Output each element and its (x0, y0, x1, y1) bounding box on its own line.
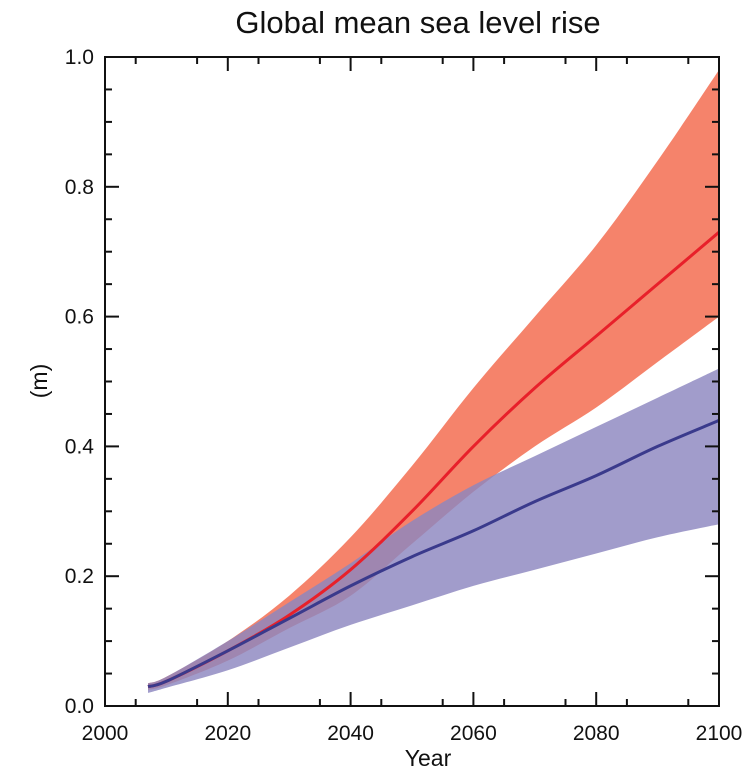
x-axis-label: Year (405, 745, 452, 771)
uncertainty-band-2 (148, 368, 719, 693)
x-tick-label: 2000 (82, 722, 129, 745)
y-tick-label: 0.8 (65, 176, 94, 199)
y-tick-label: 0.0 (65, 695, 94, 718)
y-tick-label: 0.2 (65, 565, 94, 588)
uncertainty-bands (148, 70, 719, 693)
y-axis-label: (m) (26, 364, 52, 398)
central-line-2 (147, 419, 720, 688)
y-tick-labels: 0.0 0.2 0.4 0.6 0.8 1.0 (65, 46, 95, 718)
y-tick-label: 0.6 (65, 306, 94, 329)
x-tick-label: 2080 (573, 722, 620, 745)
x-tick-labels: 2000 2020 2040 2060 2080 2100 (82, 722, 743, 745)
chart-title: Global mean sea level rise (235, 5, 600, 40)
axis-ticks (104, 56, 720, 707)
uncertainty-band-1 (148, 70, 719, 690)
x-tick-label: 2040 (327, 722, 374, 745)
x-tick-label: 2100 (696, 722, 743, 745)
x-tick-label: 2060 (450, 722, 497, 745)
central-lines (147, 231, 720, 688)
x-tick-label: 2020 (204, 722, 251, 745)
y-tick-label: 0.4 (65, 435, 95, 458)
y-tick-label: 1.0 (65, 46, 94, 69)
